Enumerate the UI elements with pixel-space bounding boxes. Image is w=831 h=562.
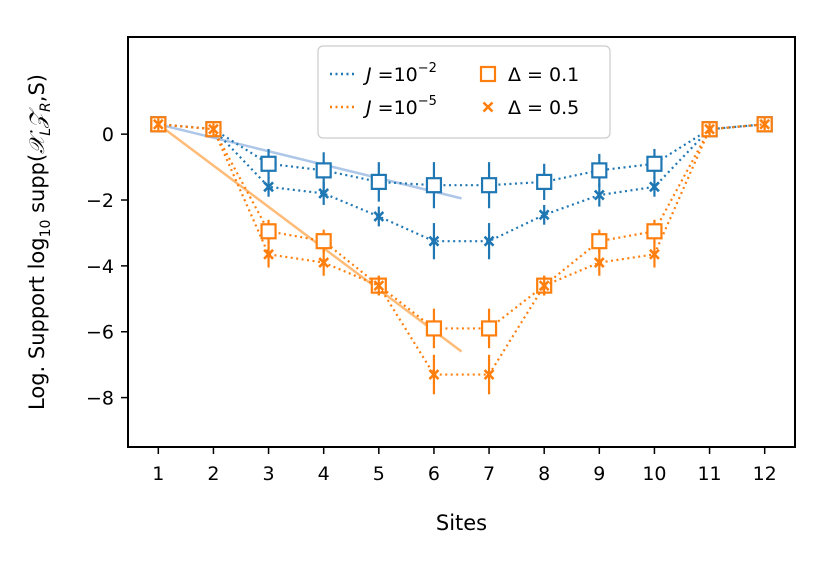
x-tick-label: 1 <box>152 463 164 485</box>
data-point <box>759 118 771 130</box>
y-tick-label: −4 <box>86 256 114 278</box>
data-point <box>538 280 550 292</box>
data-point <box>536 173 553 190</box>
data-point <box>263 181 274 193</box>
legend-label: Δ = 0.1 <box>508 64 579 86</box>
plot-frame <box>127 36 796 448</box>
data-point <box>425 177 443 194</box>
y-axis-label: Log. Support log10 supp(𝒳L𝒵R,S) <box>25 74 54 410</box>
data-point <box>428 235 440 247</box>
legend-marker-swatch <box>482 101 494 113</box>
legend-marker-swatch <box>479 65 497 83</box>
legend: J =10−2 J =10−5 Δ = 0.1 Δ = 0.5 <box>317 45 611 139</box>
y-tick-label: −2 <box>86 190 114 212</box>
data-point <box>318 257 330 269</box>
x-tick-label: 8 <box>538 463 550 485</box>
data-point <box>370 173 387 190</box>
data-point <box>704 123 715 135</box>
data-point <box>152 118 164 130</box>
x-tick-label: 7 <box>483 463 495 485</box>
series-2 <box>150 116 773 349</box>
data-point <box>591 162 608 179</box>
series-layer <box>150 116 773 395</box>
x-tick-label: 10 <box>642 463 666 485</box>
data-point <box>538 209 550 221</box>
y-tick-label: 0 <box>102 124 114 146</box>
x-axis: 1 2 3 4 5 6 7 8 9 10 11 12 <box>152 447 777 485</box>
data-point <box>646 155 663 172</box>
x-tick-label: 4 <box>318 463 330 485</box>
y-tick-label: −6 <box>86 322 114 344</box>
data-point <box>480 320 498 337</box>
data-point <box>263 248 274 260</box>
data-point <box>318 188 330 199</box>
data-point <box>649 248 660 260</box>
data-point <box>646 223 663 240</box>
data-point <box>480 177 498 194</box>
x-tick-label: 5 <box>373 463 385 485</box>
data-point <box>483 235 495 247</box>
x-tick-label: 12 <box>753 463 777 485</box>
data-point <box>208 123 219 135</box>
legend-label: Δ = 0.5 <box>508 97 579 119</box>
x-axis-label: Sites <box>436 511 487 535</box>
data-point <box>649 181 660 193</box>
data-point <box>373 280 385 292</box>
data-point <box>428 369 440 380</box>
data-point <box>593 189 605 201</box>
data-point <box>425 320 443 337</box>
series-line <box>158 123 765 330</box>
data-point <box>593 257 605 269</box>
x-tick-label: 2 <box>207 463 219 485</box>
x-tick-label: 6 <box>428 463 440 485</box>
y-tick-label: −8 <box>86 388 114 410</box>
data-point <box>260 223 277 240</box>
data-point <box>315 162 332 179</box>
data-point <box>373 211 385 222</box>
x-tick-label: 11 <box>697 463 721 485</box>
x-tick-label: 9 <box>593 463 605 485</box>
y-axis: 0 −2 −4 −6 −8 <box>86 124 128 410</box>
series-3 <box>152 118 771 395</box>
legend-box <box>317 45 611 139</box>
legend-label: J =10−5 <box>362 94 437 119</box>
fit-line <box>157 123 463 353</box>
data-point <box>483 369 495 380</box>
legend-label: J =10−2 <box>362 61 437 86</box>
series-line <box>158 123 765 376</box>
data-point <box>260 155 277 172</box>
data-point <box>315 233 332 250</box>
series-line <box>158 123 765 187</box>
fit-lines <box>157 123 463 353</box>
data-point <box>591 233 608 250</box>
series-line <box>158 123 765 243</box>
x-tick-label: 3 <box>263 463 275 485</box>
